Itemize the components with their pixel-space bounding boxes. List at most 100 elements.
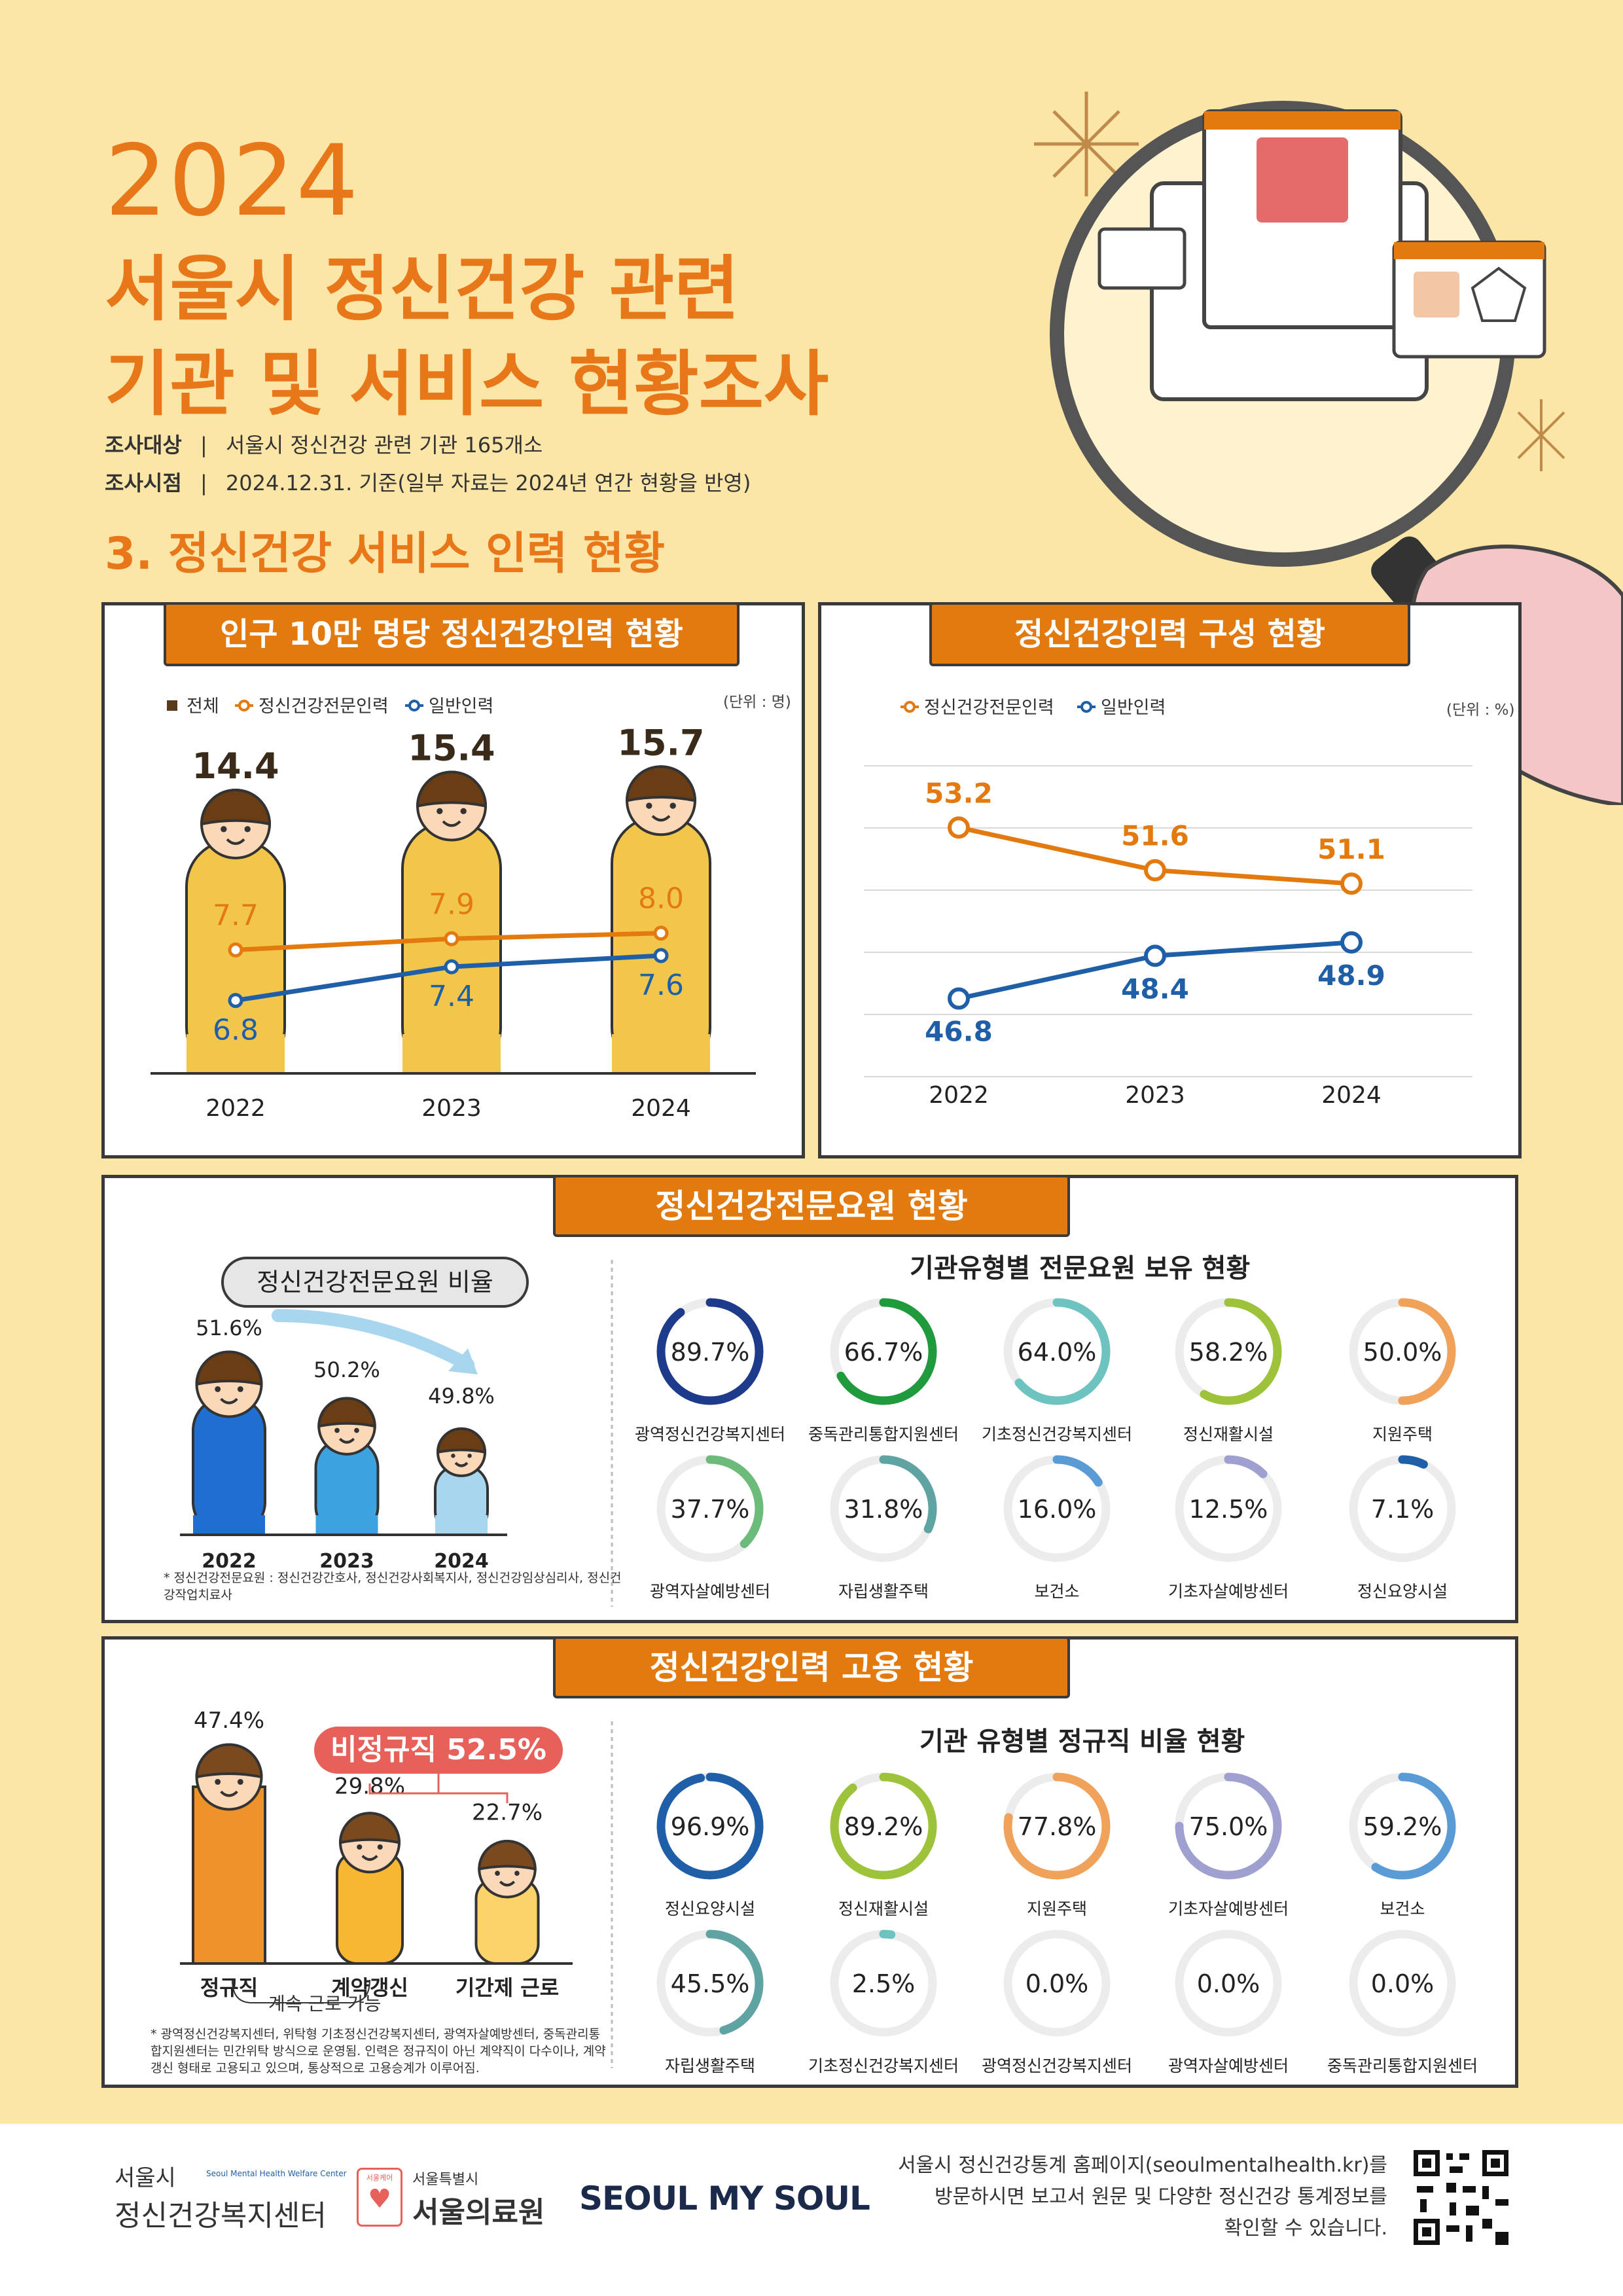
person-icon-eye: [467, 1453, 472, 1458]
non-regular-badge: 비정규직 52.5%: [314, 1727, 563, 1774]
staff-ring: 89.7% 광역정신건강복지센터: [635, 1298, 785, 1444]
regular-ring-track: [1349, 1929, 1456, 2037]
person-icon: [436, 1427, 487, 1477]
sparkle-icon: [1034, 92, 1139, 196]
staff-ring-arc: [1175, 1298, 1282, 1405]
survey-date-value: 2024.12.31. 기준(일부 자료는 2024년 연간 현황을 반영): [225, 471, 751, 495]
survey-target-label: 조사대상: [105, 433, 182, 457]
person-icon-eye: [237, 1778, 243, 1785]
footer-text-3: 확인할 수 있습니다.: [1224, 2217, 1387, 2240]
person-icon-eye: [221, 826, 227, 833]
series-point: [444, 931, 459, 946]
person-icon-mouth: [361, 1855, 378, 1861]
regular-ring-value: 0.0%: [1371, 1969, 1435, 1998]
regular-ring: 0.0% 중독관리통합지원센터: [1327, 1929, 1478, 2075]
qr-code-icon[interactable]: [1410, 2147, 1512, 2248]
staff-ring-label: 정신재활시설: [1183, 1425, 1274, 1444]
legend-marker: [238, 700, 250, 711]
person-icon-eye: [215, 1386, 221, 1392]
regular-ring-value: 96.9%: [671, 1812, 750, 1841]
staff-ring: 37.7% 광역자살예방센터: [650, 1455, 770, 1601]
series-point: [948, 987, 970, 1010]
staff-ring-arc: [1003, 1455, 1111, 1562]
staff-ring-label: 기초자살예방센터: [1168, 1582, 1289, 1601]
bar-total-base: [612, 1034, 710, 1073]
regular-ring-arc: [1175, 1772, 1282, 1880]
regular-ring: 75.0% 기초자살예방센터: [1168, 1772, 1289, 1918]
x-tick-label: 2023: [319, 1550, 374, 1573]
staff-ring: 7.1% 정신요양시설: [1349, 1455, 1456, 1601]
legend-label: 정신건강전문인력: [259, 696, 389, 717]
person-icon-eye: [377, 1844, 383, 1850]
person-icon-eye: [495, 1871, 500, 1876]
series-point: [1144, 944, 1166, 967]
person-icon-hair: [200, 789, 272, 826]
person-icon: [317, 1397, 376, 1456]
person-icon-eye: [357, 1844, 363, 1850]
legend-label: 정신건강전문인력: [924, 698, 1054, 718]
bar-total-label: 15.7: [617, 722, 704, 763]
legend-label: 일반인력: [1101, 698, 1166, 718]
regular-ring-arc: [830, 1772, 937, 1880]
staff-ring-arc: [830, 1298, 937, 1405]
staff-ring-arc: [1349, 1455, 1456, 1562]
trend-arrow-head: [448, 1348, 478, 1374]
staff-ring: 66.7% 중독관리통합지원센터: [808, 1298, 959, 1444]
legend-marker: [408, 700, 420, 711]
composition-chart: 정신건강전문인력 일반인력 (단위 : %) 53.2 51.6 51.1 46.8 48.4…: [864, 698, 1515, 1109]
person-icon-hair: [436, 1427, 487, 1454]
panel-composition-title: 정신건강인력 구성 현황: [929, 602, 1410, 666]
survey-target: 조사대상 | 서울시 정신건강 관련 기관 165개소: [105, 429, 543, 459]
employment-bar: [192, 1785, 266, 1965]
continuous-bracket: [232, 1979, 370, 2003]
staff-ring-label: 지원주택: [1372, 1425, 1433, 1444]
person-icon-mouth: [651, 815, 671, 822]
x-tick-label: 2024: [434, 1550, 489, 1573]
window-bar: [1204, 111, 1400, 130]
staff-ring-label: 광역정신건강복지센터: [635, 1425, 785, 1444]
footer-text-2: 방문하시면 보고서 원문 및 다양한 정신건강 통계정보를: [934, 2185, 1387, 2208]
x-tick-label: 2024: [1321, 1082, 1382, 1109]
person-icon: [416, 770, 488, 842]
regular-ring-label: 보건소: [1380, 1899, 1425, 1918]
series-point: [948, 816, 970, 839]
person-icon-mouth: [226, 838, 245, 845]
regular-ring-value: 77.8%: [1018, 1812, 1097, 1841]
regular-ring-arc: [656, 1929, 764, 2037]
regular-ring: 0.0% 광역정신건강복지센터: [982, 1929, 1132, 2075]
bracket-line: [368, 1774, 508, 1803]
staff-bar-base: [435, 1515, 488, 1535]
legend-marker: [904, 701, 916, 713]
person-icon-eye: [669, 802, 676, 809]
staff-ring-value: 64.0%: [1018, 1338, 1097, 1367]
person-icon-eye: [514, 1871, 520, 1876]
legend-swatch-total: [167, 700, 177, 711]
bar-total-label: 15.4: [408, 728, 495, 769]
logo-mental-health-center: 서울시 Seoul Mental Health Welfare Center 정…: [115, 2160, 347, 2234]
panel-employment-title: 정신건강인력 고용 현황: [553, 1636, 1070, 1698]
staff-ring-arc: [656, 1455, 764, 1562]
report-year: 2024: [105, 124, 360, 238]
staff-ring-arc: [830, 1455, 937, 1562]
staff-ring-arc: [1003, 1298, 1111, 1405]
person-icon-hair: [195, 1350, 263, 1386]
person-icon: [625, 765, 697, 836]
series-point: [228, 993, 243, 1009]
x-tick-label: 2023: [1125, 1082, 1185, 1109]
avatar-icon: [1414, 272, 1459, 317]
staff-ratio-pill: 정신건강전문요원 비율: [221, 1257, 529, 1308]
regular-by-type-title: 기관 유형별 정규직 비율 현황: [919, 1727, 1245, 1757]
x-tick-label: 정규직: [200, 1975, 258, 2000]
person-icon-hair: [195, 1743, 263, 1779]
regular-ring: 89.2% 정신재활시설: [830, 1772, 937, 1918]
staff-value-label: 51.6%: [196, 1316, 262, 1340]
series-point: [228, 942, 243, 958]
regular-ring: 59.2% 보건소: [1349, 1772, 1456, 1918]
regular-ring-arc: [656, 1772, 764, 1880]
bar-total-base: [402, 1034, 501, 1073]
staff-ring-value: 7.1%: [1371, 1495, 1435, 1524]
logo1-small: Seoul Mental Health Welfare Center: [206, 2169, 347, 2178]
data-label: 51.6: [1121, 820, 1189, 852]
legend-label: 일반인력: [429, 696, 493, 717]
x-tick-label: 2023: [421, 1095, 482, 1122]
